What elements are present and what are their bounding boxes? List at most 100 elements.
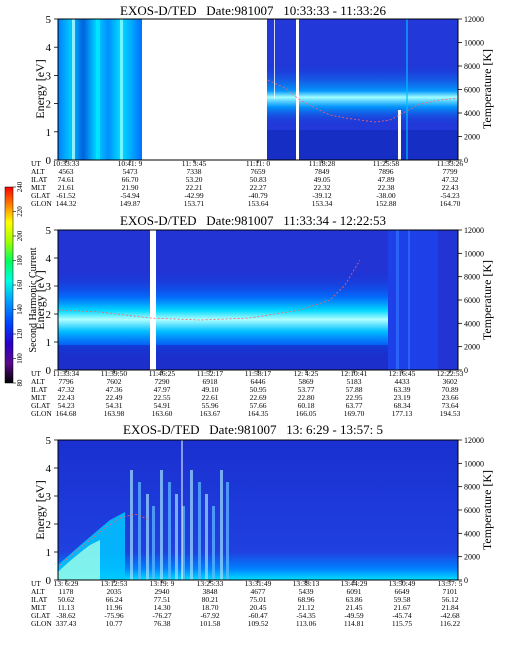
y2-tick-label: 4000 xyxy=(464,109,480,118)
y2-tick-label: 6000 xyxy=(464,506,480,515)
panel-3-streak xyxy=(160,470,163,580)
y2-tick-label: 10000 xyxy=(464,39,484,48)
orbit-cell: 53.20 xyxy=(186,175,203,184)
orbit-cell: 47.32 xyxy=(442,175,459,184)
orbit-cell: 22.38 xyxy=(378,183,395,192)
orbit-cell: 21.67 xyxy=(394,603,411,612)
orbit-cell: 11:58:17 xyxy=(245,369,272,378)
orbit-cell: 11:33:34 xyxy=(53,369,80,378)
orbit-cell: 49.10 xyxy=(202,385,219,394)
panel-1-white-line xyxy=(296,19,299,160)
orbit-cell: 22.43 xyxy=(58,393,75,402)
orbit-row-label: GLON xyxy=(31,199,52,208)
orbit-cell: -49.59 xyxy=(344,611,364,620)
panel-3-y2ticks: 0 2000 4000 6000 8000 10000 12000 xyxy=(458,436,484,585)
orbit-cell: 47.32 xyxy=(58,385,75,394)
orbit-cell: 22.61 xyxy=(202,393,219,402)
panel-3-streak xyxy=(220,470,223,580)
orbit-cell: 153.71 xyxy=(184,199,205,208)
panel-2-right-stripe xyxy=(408,230,410,370)
orbit-cell: 13:19: 9 xyxy=(150,579,175,588)
panel-3-streak xyxy=(182,506,185,580)
orbit-row-label: UT xyxy=(31,369,41,378)
y-tick-label: 1 xyxy=(46,337,52,349)
orbit-cell: 153.64 xyxy=(248,199,269,208)
panel-1-ridge xyxy=(267,62,458,126)
orbit-cell: 12:22:53 xyxy=(437,369,464,378)
y2-tick-label: 2000 xyxy=(464,553,480,562)
y-tick-label: 4 xyxy=(46,253,52,265)
y2-tick-label: 8000 xyxy=(464,483,480,492)
orbit-cell: 11:46:25 xyxy=(149,369,176,378)
orbit-row-label: GLAT xyxy=(31,401,51,410)
panel-3-streak xyxy=(152,506,155,580)
orbit-cell: 13: 6:29 xyxy=(54,579,79,588)
y2-tick-label: 8000 xyxy=(464,273,480,282)
orbit-cell: 22.95 xyxy=(346,393,363,402)
orbit-cell: 74.61 xyxy=(58,175,75,184)
orbit-cell: 66.70 xyxy=(122,175,139,184)
orbit-row-label: MLT xyxy=(31,393,47,402)
orbit-cell: 60.18 xyxy=(298,401,315,410)
orbit-cell: 6446 xyxy=(251,377,266,386)
panel-3-streak xyxy=(138,482,141,580)
orbit-row-label: ILAT xyxy=(31,595,48,604)
panel-1-title: EXOS-D/TED Date:981007 10:33:33 - 11:33:… xyxy=(120,3,386,18)
colorbar-tick-label: 120 xyxy=(16,328,24,339)
orbit-cell: 164.70 xyxy=(440,199,461,208)
orbit-cell: 113.06 xyxy=(296,619,317,628)
orbit-cell: 149.87 xyxy=(120,199,141,208)
orbit-cell: 10:33:33 xyxy=(53,159,80,168)
orbit-cell: 114.81 xyxy=(344,619,365,628)
panel-1-low-band xyxy=(267,130,458,160)
orbit-row-label: ILAT xyxy=(31,175,48,184)
orbit-cell: -42.68 xyxy=(440,611,460,620)
orbit-cell: -54.23 xyxy=(440,191,460,200)
orbit-row-label: UT xyxy=(31,579,41,588)
orbit-cell: 11:18:28 xyxy=(309,159,336,168)
panel-3-streak xyxy=(226,482,229,580)
orbit-cell: 109.52 xyxy=(248,619,269,628)
orbit-cell: 47.89 xyxy=(378,175,395,184)
orbit-cell: 55.96 xyxy=(202,401,219,410)
orbit-cell: 12: 4:25 xyxy=(294,369,319,378)
y2-tick-label: 12000 xyxy=(464,15,484,24)
y2-tick-label: 0 xyxy=(464,156,468,165)
orbit-cell: 7796 xyxy=(59,377,74,386)
colorbar-tick-label: 240 xyxy=(16,181,24,192)
orbit-cell: 22.80 xyxy=(298,393,315,402)
orbit-cell: 22.27 xyxy=(250,183,267,192)
y-tick-label: 0 xyxy=(46,575,52,587)
orbit-cell: -45.74 xyxy=(392,611,412,620)
orbit-cell: 169.70 xyxy=(344,409,365,418)
orbit-cell: 5473 xyxy=(123,167,138,176)
orbit-cell: 2035 xyxy=(107,587,122,596)
panel-3-streak xyxy=(168,482,171,580)
orbit-cell: 13:44:29 xyxy=(341,579,368,588)
panel-1-band-stripe xyxy=(120,19,123,160)
orbit-cell: 50.62 xyxy=(58,595,75,604)
panel-3: EXOS-D/TED Date:981007 13: 6:29 - 13:57:… xyxy=(31,422,494,628)
orbit-cell: 163.60 xyxy=(152,409,173,418)
panel-1-band-stripe xyxy=(96,19,100,160)
y2-tick-label: 2000 xyxy=(464,343,480,352)
orbit-cell: 54.23 xyxy=(58,401,75,410)
orbit-cell: 6918 xyxy=(203,377,218,386)
orbit-cell: 47.36 xyxy=(106,385,123,394)
orbit-row-label: ILAT xyxy=(31,385,48,394)
y-tick-label: 1 xyxy=(46,127,52,139)
panel-1: EXOS-D/TED Date:981007 10:33:33 - 11:33:… xyxy=(31,3,494,208)
orbit-cell: 4433 xyxy=(395,377,410,386)
y-tick-label: 4 xyxy=(46,42,52,54)
y2-tick-label: 10000 xyxy=(464,459,484,468)
panel-3-plot-area xyxy=(57,439,459,581)
orbit-cell: 1178 xyxy=(59,587,74,596)
panel-3-yticks: 0 1 2 3 4 5 xyxy=(46,435,58,587)
orbit-cell: 13:57: 5 xyxy=(438,579,463,588)
orbit-cell: 22.55 xyxy=(154,393,171,402)
panel-3-streak xyxy=(205,494,208,580)
colorbar: 80 100 120 140 160 180 200 220 240 Second Harmon… xyxy=(4,181,39,387)
y-tick-label: 2 xyxy=(46,99,52,111)
orbit-row-label: GLON xyxy=(31,619,52,628)
